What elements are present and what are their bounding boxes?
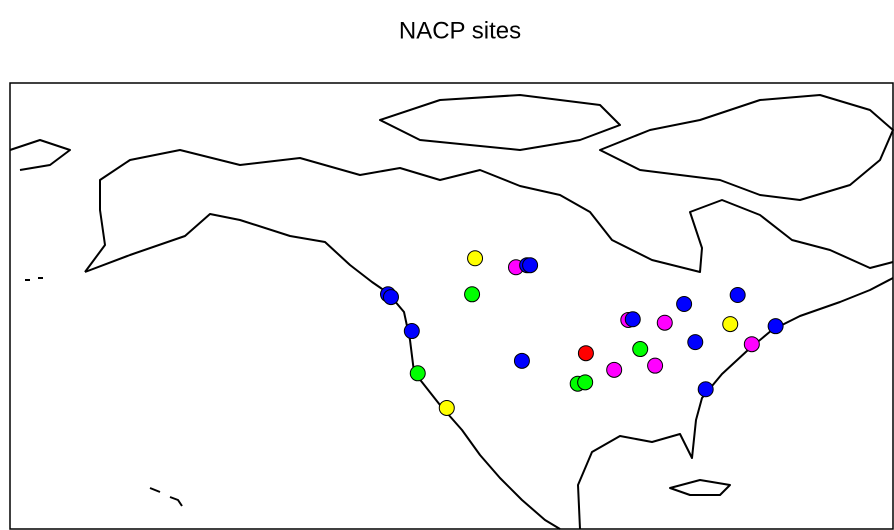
map-frame <box>9 82 894 530</box>
site-marker <box>513 352 530 369</box>
coastlines <box>9 94 894 530</box>
coastline <box>9 139 71 171</box>
site-marker <box>464 286 481 303</box>
site-marker <box>767 318 784 335</box>
coastline <box>577 277 894 530</box>
site-marker <box>624 311 641 328</box>
site-marker <box>697 381 714 398</box>
site-marker <box>632 341 649 358</box>
site-marker <box>522 257 539 274</box>
site-marker <box>729 287 746 303</box>
site-marker <box>577 374 594 391</box>
coastline <box>84 149 894 273</box>
site-marker <box>606 361 623 378</box>
site-marker <box>647 357 664 374</box>
coastline <box>149 487 183 507</box>
coastline <box>379 94 621 151</box>
site-marker <box>382 289 399 306</box>
site-marker <box>467 250 484 267</box>
site-marker <box>687 334 704 351</box>
coastline <box>599 94 894 201</box>
site-marker <box>743 336 760 353</box>
site-marker <box>577 345 594 362</box>
site-marker <box>656 314 673 331</box>
site-marker <box>722 316 739 333</box>
coastline <box>84 213 561 530</box>
site-marker <box>403 323 420 340</box>
coastline <box>25 277 43 281</box>
site-marker <box>676 296 693 313</box>
site-marker <box>438 399 455 416</box>
coastline <box>669 479 731 496</box>
site-marker <box>409 365 426 382</box>
chart-title: NACP sites <box>399 17 521 44</box>
